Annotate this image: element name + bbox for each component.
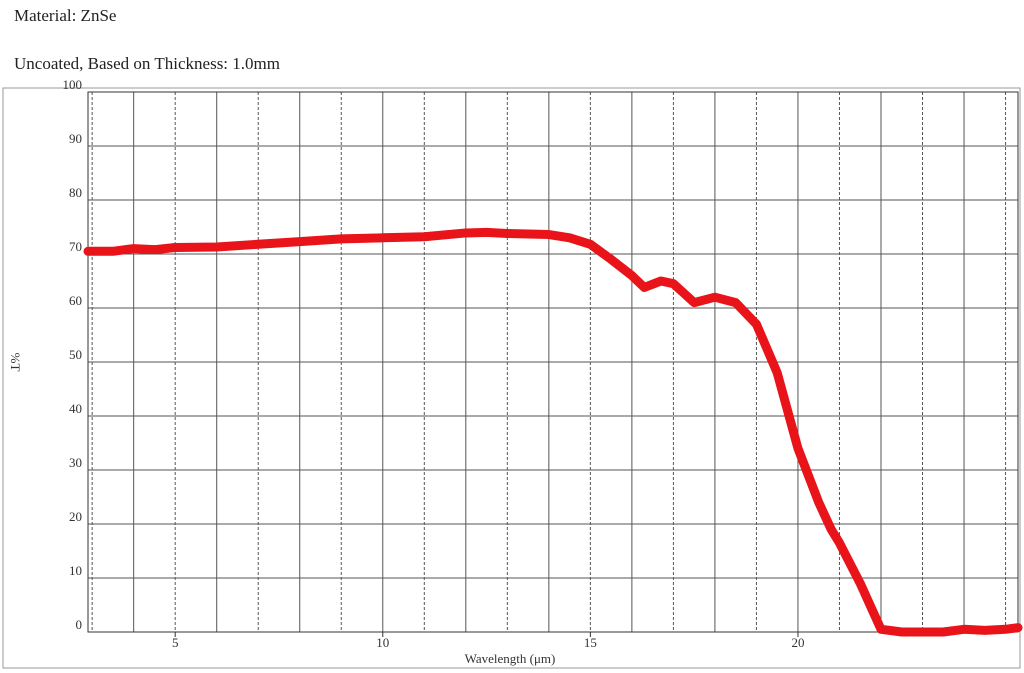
y-tick-label: 90 — [69, 131, 82, 146]
x-axis-label: Wavelength (μm) — [465, 651, 556, 666]
y-tick-label: 80 — [69, 185, 82, 200]
x-tick-label: 15 — [584, 635, 597, 650]
x-tick-label: 20 — [791, 635, 804, 650]
data-line — [83, 227, 1023, 637]
material: Material: ZnSe — [14, 6, 117, 25]
y-tick-label: 0 — [76, 617, 83, 632]
x-tick-label: 10 — [376, 635, 389, 650]
y-tick-label: 30 — [69, 455, 82, 470]
y-tick-label: 10 — [69, 563, 82, 578]
y-tick-label: 40 — [69, 401, 82, 416]
y-tick-label: 50 — [69, 347, 82, 362]
plot-frame — [87, 91, 1019, 633]
y-tick-label: 70 — [69, 239, 82, 254]
y-tick-label: 100 — [63, 77, 83, 92]
subtitle: Uncoated, Based on Thickness: 1.0mm — [14, 54, 280, 73]
y-tick-label: 20 — [69, 509, 82, 524]
x-tick-label: 5 — [172, 635, 179, 650]
y-axis-label: %T — [8, 353, 23, 372]
y-tick-label: 60 — [69, 293, 82, 308]
chart-frame — [2, 87, 1021, 669]
